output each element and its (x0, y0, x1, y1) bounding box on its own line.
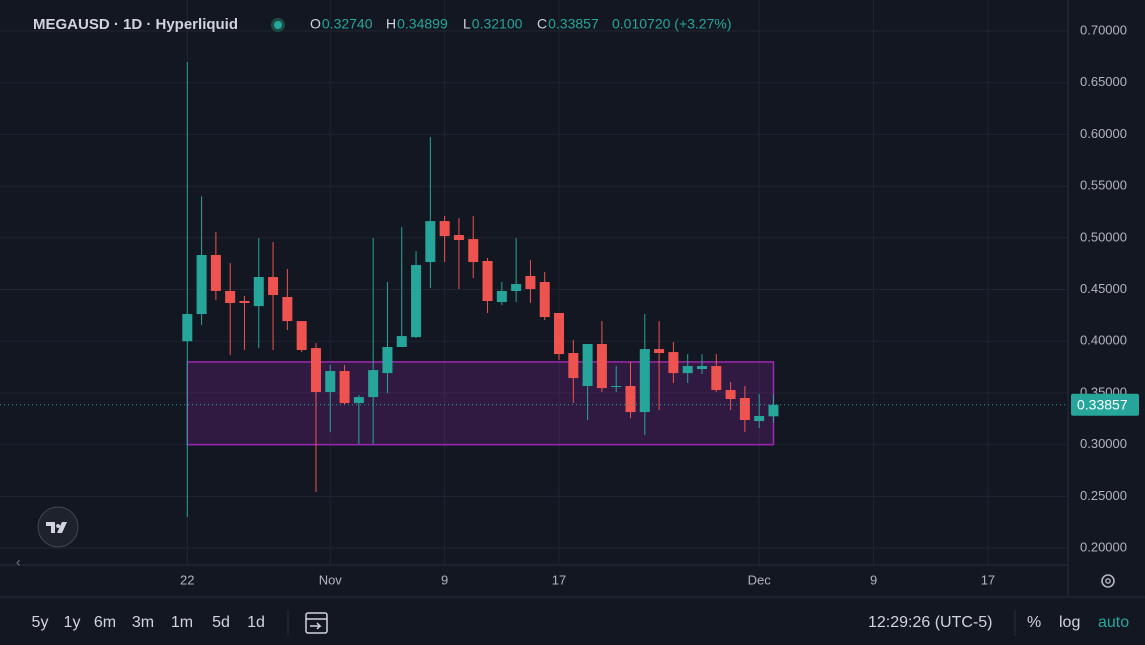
log-toggle[interactable]: log (1059, 614, 1080, 631)
candle-body (582, 344, 593, 387)
ohlc-key: L (463, 16, 471, 32)
zone (186, 361, 775, 446)
ohlc-key: O (310, 16, 321, 32)
candle-body (496, 290, 507, 303)
candle-body (725, 390, 736, 400)
y-tick-label: 0.70000 (1080, 22, 1127, 37)
percent-toggle[interactable]: % (1027, 614, 1041, 631)
x-tick-label: Nov (319, 572, 343, 587)
candle-body (310, 348, 321, 393)
ohlc-value: 0.33857 (548, 16, 599, 32)
range-button[interactable]: 5y (32, 614, 49, 631)
scroll-left[interactable]: ‹ (16, 554, 21, 570)
x-tick-label: 22 (180, 572, 194, 587)
range-button[interactable]: 1m (171, 614, 193, 631)
x-tick-label: 9 (441, 572, 448, 587)
range-button[interactable]: 1d (247, 614, 265, 631)
candle-body (382, 347, 393, 374)
candle-body (696, 366, 707, 370)
gear[interactable] (1101, 574, 1115, 588)
calendar-arrow (310, 622, 322, 630)
candle-body (711, 366, 722, 391)
plot (0, 62, 1068, 518)
candle-body (768, 404, 779, 417)
y-tick-label: 0.20000 (1080, 539, 1127, 554)
y-tick-label: 0.65000 (1080, 74, 1127, 89)
candle-body (682, 366, 693, 374)
last-price-label: 0.33857 (1077, 396, 1128, 412)
candle-body (296, 321, 307, 351)
y-tick-label: 0.30000 (1080, 436, 1127, 451)
candle-body (253, 277, 264, 307)
candle-body (625, 386, 636, 413)
candle-body (554, 313, 565, 355)
tv-logo[interactable] (37, 506, 79, 548)
settings-icon[interactable] (1101, 574, 1115, 588)
ohlc-value: 0.32740 (322, 16, 373, 32)
candle-body (282, 296, 293, 322)
candle-body (196, 254, 207, 315)
ohlc-legend: O 0.32740 H 0.34899 L 0.32100 C 0.33857 (310, 16, 599, 32)
status-dot (274, 21, 282, 29)
candle-body (368, 370, 379, 398)
ohlc-value: 0.34899 (397, 16, 448, 32)
candle-body (339, 371, 350, 404)
candle-body (568, 353, 579, 379)
clock[interactable]: 12:29:26 (UTC-5) (868, 614, 993, 631)
x-tick-label: 9 (870, 572, 877, 587)
candle-body (739, 398, 750, 421)
candle-body (325, 371, 336, 393)
symbol: MEGAUSD · 1D · Hyperliquid (33, 16, 238, 33)
range-button[interactable]: 3m (132, 614, 154, 631)
candle-body (411, 265, 422, 338)
candle-body (396, 336, 407, 348)
last-price-tag (1071, 393, 1139, 416)
candle-body (539, 281, 550, 318)
candle-body (754, 415, 765, 422)
candle-body (239, 301, 250, 303)
candle-body (182, 314, 193, 342)
range-button[interactable]: 6m (94, 614, 116, 631)
range-button[interactable]: 1y (64, 614, 81, 631)
x-tick-label: Dec (748, 572, 772, 587)
y-tick-label: 0.45000 (1080, 281, 1127, 296)
candle-body (468, 239, 479, 263)
ohlc-key: C (537, 16, 547, 32)
candle-body (654, 349, 665, 354)
candle-body (668, 352, 679, 374)
candle-body (639, 349, 650, 413)
candle-body (596, 344, 607, 389)
date-range-icon[interactable] (305, 612, 328, 634)
candle-body (225, 290, 236, 303)
candle-body (439, 221, 450, 237)
ohlc-key: H (386, 16, 396, 32)
logo-glyph (46, 522, 67, 533)
y-tick-label: 0.55000 (1080, 178, 1127, 193)
y-tick-label: 0.40000 (1080, 333, 1127, 348)
candle-body (611, 386, 622, 388)
candle-body (353, 397, 364, 404)
candle-body (482, 260, 493, 302)
ohlc-value: 0.32100 (472, 16, 523, 32)
range-buttons: 5y 1y 6m 3m 1m 5d 1d (32, 614, 265, 631)
gear-hole (1105, 578, 1111, 584)
range-button[interactable]: 5d (212, 614, 230, 631)
candle-body (525, 275, 536, 290)
y-tick-label: 0.60000 (1080, 126, 1127, 141)
candle-body (210, 254, 221, 291)
candle-body (511, 284, 522, 291)
candle-body (453, 235, 464, 241)
change: 0.010720 (+3.27%) (612, 16, 731, 32)
auto-toggle[interactable]: auto (1098, 614, 1129, 631)
calendar[interactable] (305, 612, 328, 634)
candle-body (268, 277, 279, 296)
x-tick-label: 17 (552, 572, 566, 587)
y-tick-label: 0.25000 (1080, 488, 1127, 503)
x-tick-label: 17 (981, 572, 995, 587)
candle-body (425, 221, 436, 263)
y-tick-label: 0.50000 (1080, 229, 1127, 244)
